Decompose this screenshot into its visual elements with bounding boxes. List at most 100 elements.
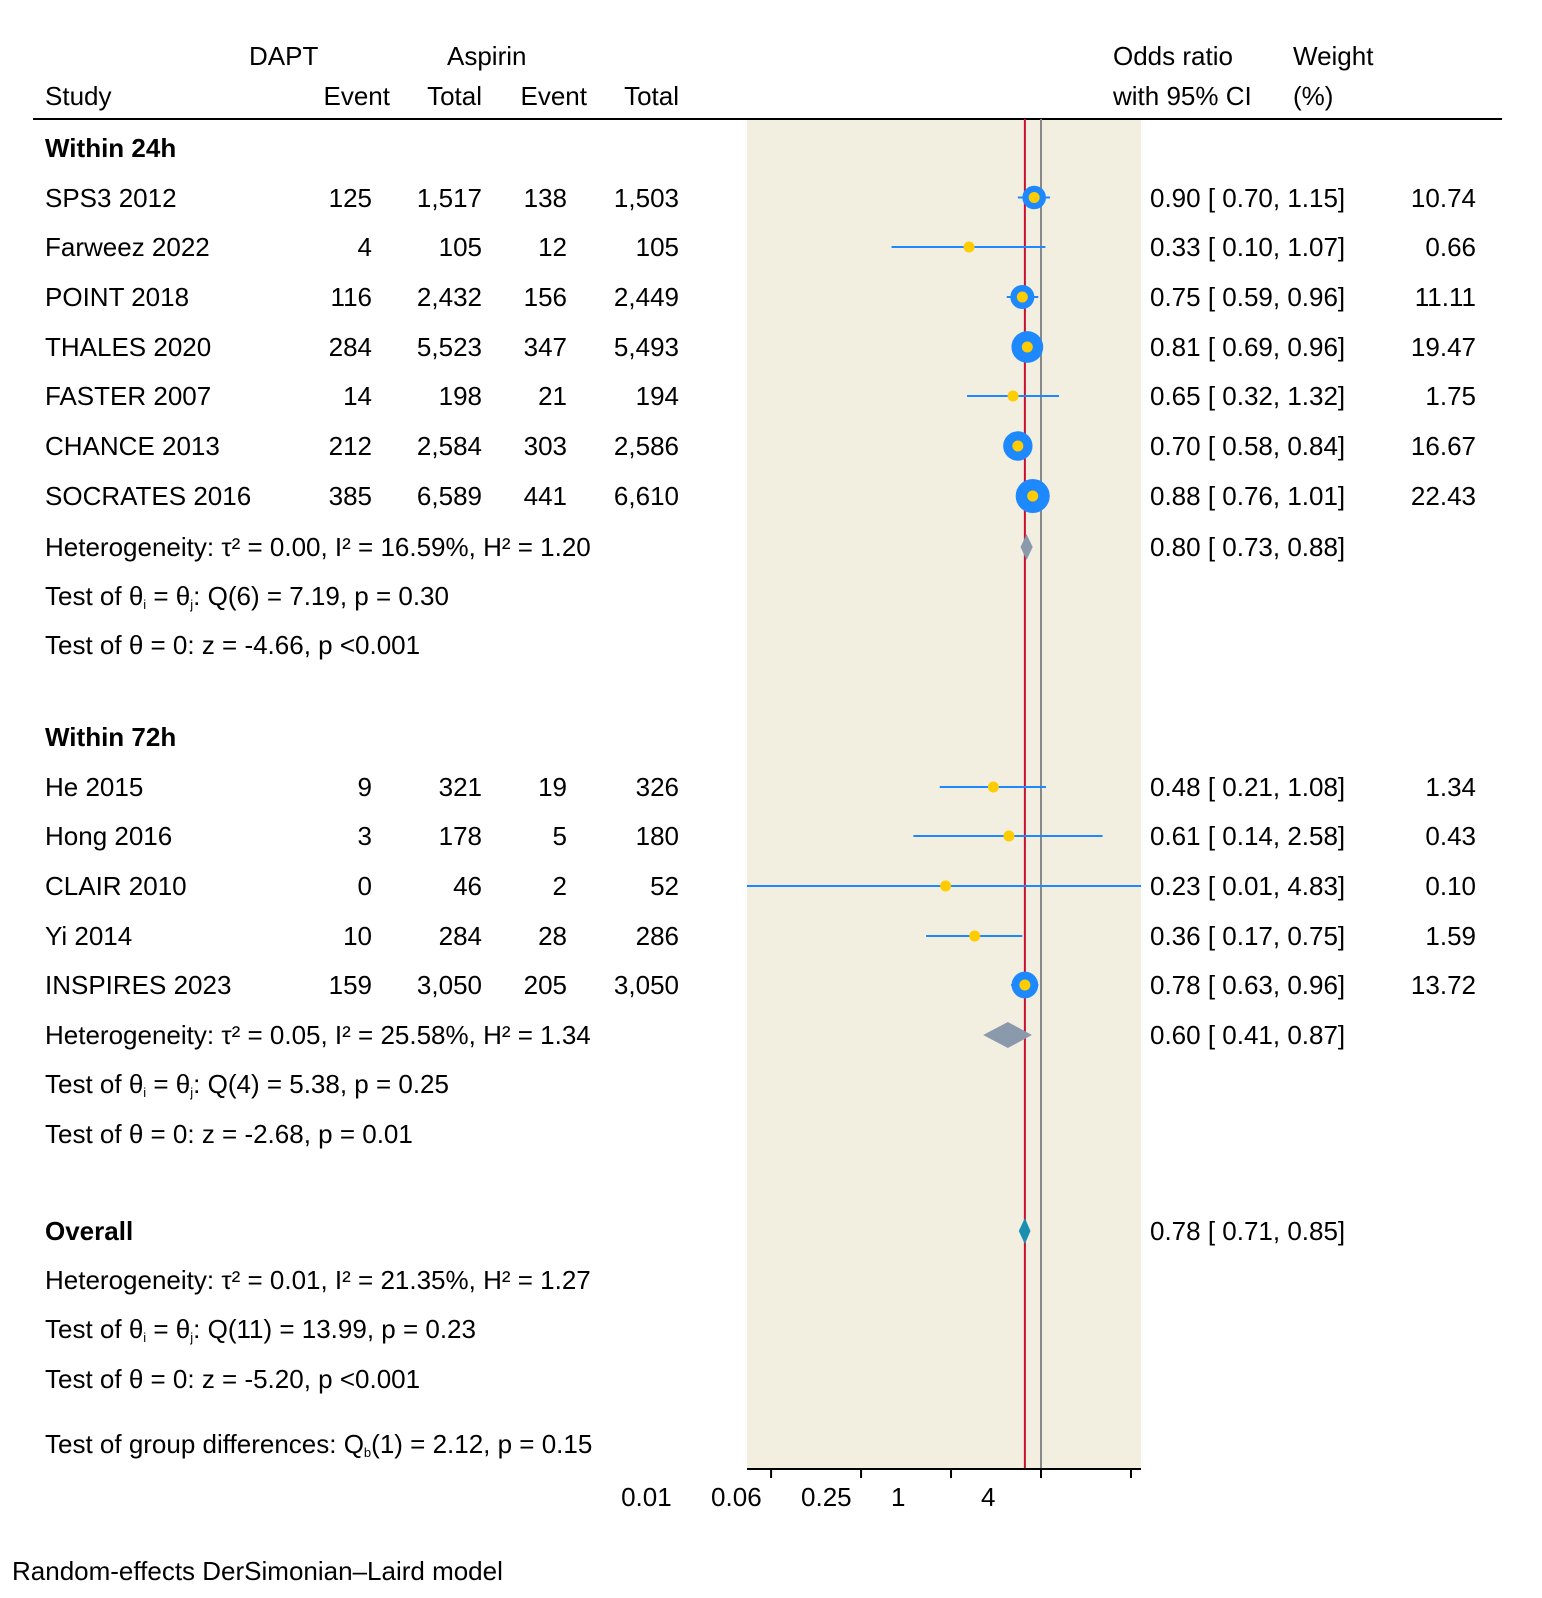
test-homogeneity-part: : Q(4) = 5.38, p = 0.25 [193, 1069, 449, 1099]
subgroup-ci: 0.60 [ 0.41, 0.87] [1150, 1020, 1346, 1050]
header-study: Study [45, 81, 112, 111]
header-dapt-total: Total [427, 81, 482, 111]
test-homogeneity-part: i [143, 597, 147, 612]
test-homogeneity: Test of θi = θj: Q(4) = 5.38, p = 0.25 [45, 1069, 449, 1099]
dapt-total: 3,050 [416, 970, 482, 1000]
test-homogeneity-part: j [190, 597, 194, 612]
dapt-event: 10 [343, 921, 372, 951]
plot-background [747, 119, 1141, 1469]
dapt-event: 212 [328, 431, 372, 461]
odds-ratio-ci: 0.70 [ 0.58, 0.84] [1150, 431, 1346, 461]
overall-diamond [1018, 1218, 1031, 1244]
dapt-event: 116 [330, 282, 372, 312]
dapt-event: 3 [357, 821, 372, 851]
aspirin-event: 28 [538, 921, 567, 951]
group-differences-test: Test of group differences: Qb(1) = 2.12,… [45, 1429, 592, 1459]
header-dapt: DAPT [249, 41, 319, 71]
header-dapt-event: Event [323, 81, 391, 111]
aspirin-total: 52 [650, 871, 679, 901]
header-or: Odds ratio [1113, 41, 1233, 71]
study-name: CLAIR 2010 [45, 871, 187, 901]
dapt-total: 198 [438, 381, 482, 411]
aspirin-total: 105 [635, 232, 679, 262]
header-asp-total: Total [624, 81, 679, 111]
dapt-total: 178 [438, 821, 482, 851]
odds-ratio-ci: 0.36 [ 0.17, 0.75] [1150, 921, 1346, 951]
aspirin-total: 1,503 [613, 182, 679, 213]
dapt-event: 0 [357, 871, 372, 901]
subgroup-label: Within 72h [45, 722, 177, 752]
aspirin-event: 2 [552, 871, 567, 901]
study-name: POINT 2018 [45, 282, 190, 312]
aspirin-event: 19 [538, 772, 567, 802]
overall-test-homogeneity-part: i [143, 1330, 147, 1345]
test-homogeneity-part: j [190, 1085, 194, 1100]
weight: 1.59 [1425, 921, 1476, 951]
aspirin-event: 441 [523, 481, 567, 511]
dapt-total: 2,584 [416, 431, 482, 461]
aspirin-total: 2,586 [613, 431, 679, 461]
dapt-total: 1,517 [416, 182, 482, 213]
weight: 1.75 [1425, 381, 1476, 411]
x-tick-label: 0.01 [621, 1482, 672, 1512]
point-estimate [969, 930, 981, 942]
study-name: CHANCE 2013 [45, 431, 220, 461]
dapt-event: 385 [328, 481, 372, 511]
dapt-total: 321 [438, 772, 482, 802]
aspirin-total: 286 [635, 921, 679, 951]
test-homogeneity: Test of θi = θj: Q(6) = 7.19, p = 0.30 [45, 581, 449, 611]
odds-ratio-ci: 0.90 [ 0.70, 1.15] [1150, 182, 1346, 213]
dapt-total: 2,432 [416, 282, 482, 312]
aspirin-total: 194 [635, 381, 679, 411]
test-homogeneity-part: Test of θ [45, 581, 144, 611]
header-weight: Weight [1293, 41, 1374, 71]
header-aspirin: Aspirin [447, 41, 527, 71]
subgroup-diamond [983, 1022, 1032, 1048]
dapt-event: 4 [357, 232, 372, 262]
odds-ratio-ci: 0.78 [ 0.63, 0.96] [1150, 970, 1346, 1000]
header-asp-event: Event [520, 81, 588, 111]
subgroup-ci: 0.80 [ 0.73, 0.88] [1150, 532, 1346, 562]
group-differences-test-part: (1) = 2.12, p = 0.15 [371, 1429, 593, 1459]
test-homogeneity-part: Test of θ [45, 1069, 144, 1099]
point-estimate [1016, 291, 1028, 303]
point-estimate [1012, 440, 1024, 452]
point-estimate [1021, 341, 1033, 353]
point-estimate [1028, 192, 1040, 203]
aspirin-total: 5,493 [613, 332, 679, 362]
group-differences-test-part: Test of group differences: Q [45, 1429, 364, 1459]
study-name: He 2015 [45, 772, 144, 802]
aspirin-total: 326 [635, 772, 679, 802]
header-ci: with 95% CI [1113, 81, 1252, 111]
group-differences-test-part: b [363, 1445, 372, 1460]
x-tick-label: 4 [980, 1482, 996, 1512]
header-weight-unit: (%) [1293, 81, 1334, 111]
study-name: THALES 2020 [45, 332, 212, 362]
overall-test-effect: Test of θ = 0: z = -5.20, p <0.001 [45, 1364, 421, 1394]
dapt-event: 9 [357, 772, 372, 802]
point-estimate [1027, 490, 1039, 502]
heterogeneity: Heterogeneity: τ² = 0.00, I² = 16.59%, H… [45, 532, 591, 562]
overall-test-homogeneity: Test of θi = θj: Q(11) = 13.99, p = 0.23 [45, 1314, 476, 1344]
aspirin-event: 12 [538, 232, 567, 262]
point-estimate [963, 241, 975, 253]
odds-ratio-ci: 0.23 [ 0.01, 4.83] [1150, 871, 1346, 901]
dapt-event: 159 [328, 970, 372, 1000]
study-name: FASTER 2007 [45, 381, 212, 411]
point-estimate [1003, 830, 1015, 842]
odds-ratio-ci: 0.88 [ 0.76, 1.01] [1150, 481, 1346, 511]
weight: 10.74 [1410, 182, 1476, 213]
weight: 22.43 [1410, 481, 1476, 511]
subgroup-label: Within 24h [45, 133, 177, 163]
study-name: SPS3 2012 [45, 182, 177, 213]
study-name: SOCRATES 2016 [45, 481, 252, 511]
aspirin-event: 347 [523, 332, 567, 362]
x-tick-label: 0.06 [711, 1482, 762, 1512]
odds-ratio-ci: 0.75 [ 0.59, 0.96] [1150, 282, 1346, 312]
dapt-total: 6,589 [416, 481, 482, 511]
weight: 19.47 [1410, 332, 1476, 362]
test-homogeneity-part: : Q(6) = 7.19, p = 0.30 [193, 581, 449, 611]
study-name: Yi 2014 [45, 921, 133, 951]
dapt-event: 284 [328, 332, 372, 362]
